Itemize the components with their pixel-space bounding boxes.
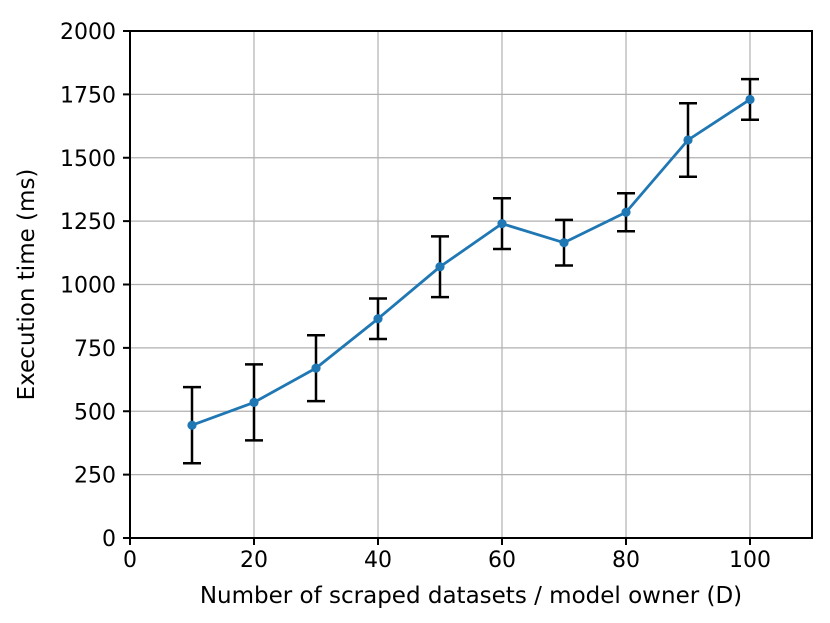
- y-tick-label: 2000: [60, 20, 116, 45]
- y-tick-label: 750: [74, 337, 116, 362]
- data-point-marker: [311, 363, 321, 373]
- y-tick-label: 1000: [60, 274, 116, 299]
- y-tick-label: 250: [74, 464, 116, 489]
- y-tick-label: 1250: [60, 210, 116, 235]
- y-tick-label: 0: [102, 527, 116, 552]
- y-tick-label: 500: [74, 400, 116, 425]
- data-point-marker: [435, 262, 445, 272]
- data-point-marker: [187, 420, 197, 430]
- x-axis-label: Number of scraped datasets / model owner…: [200, 583, 742, 609]
- x-tick-label: 80: [612, 548, 640, 573]
- y-axis-label: Execution time (ms): [14, 169, 40, 401]
- y-tick-label: 1500: [60, 147, 116, 172]
- data-point-marker: [745, 94, 755, 105]
- x-tick-label: 100: [729, 548, 771, 573]
- data-point-marker: [373, 314, 383, 324]
- data-point-marker: [559, 238, 569, 248]
- x-tick-label: 20: [240, 548, 268, 573]
- data-point-marker: [497, 219, 507, 229]
- x-tick-label: 60: [488, 548, 516, 573]
- data-point-marker: [683, 135, 693, 145]
- x-tick-label: 40: [364, 548, 392, 573]
- data-line: [190, 98, 752, 427]
- y-tick-label: 1750: [60, 83, 116, 108]
- x-tick-label: 0: [123, 548, 137, 573]
- data-point-marker: [621, 207, 631, 217]
- data-point-marker: [249, 397, 259, 407]
